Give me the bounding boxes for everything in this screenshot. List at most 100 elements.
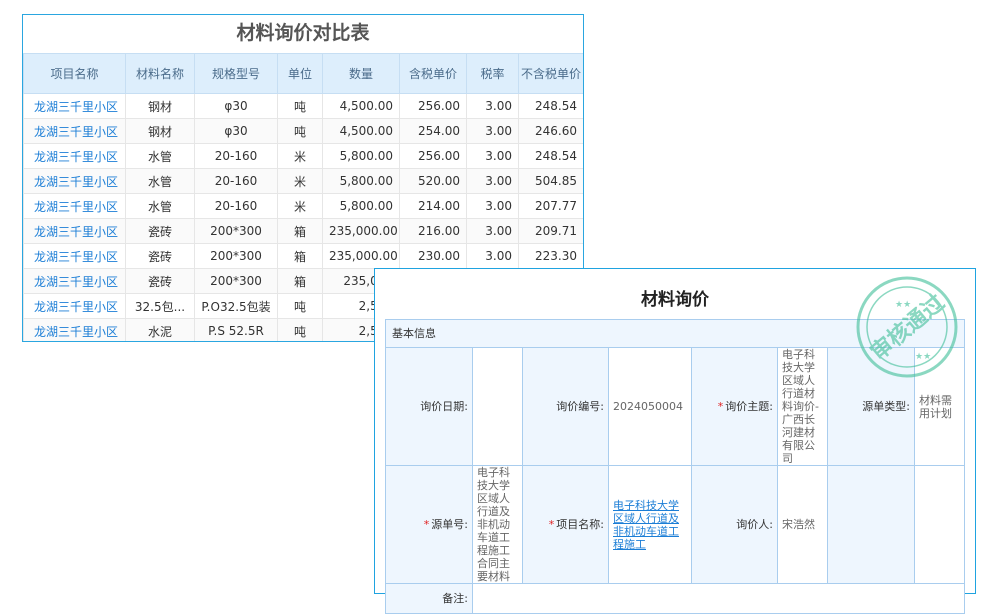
table-cell: 箱: [277, 243, 323, 269]
table-cell: 256.00: [399, 143, 467, 169]
source-type-label: 源单类型:: [827, 347, 915, 466]
table-cell: 瓷砖: [125, 218, 195, 244]
inquiry-no-value: 2024050004: [608, 347, 692, 466]
table-cell: 20-160: [194, 168, 278, 194]
remark-value: [472, 583, 965, 614]
project-link[interactable]: 龙湖三千里小区: [23, 268, 126, 294]
table-cell: 吨: [277, 318, 323, 341]
table-cell: 5,800.00: [322, 168, 400, 194]
required-mark: *: [423, 518, 430, 531]
table-cell: 瓷砖: [125, 268, 195, 294]
table-cell: 214.00: [399, 193, 467, 219]
column-header: 税率: [466, 53, 519, 94]
table-cell: 3.00: [466, 118, 519, 144]
table-cell: 504.85: [518, 168, 583, 194]
table-cell: 3.00: [466, 143, 519, 169]
table-cell: 3.00: [466, 243, 519, 269]
comparison-table-panel: 材料询价对比表 项目名称 材料名称 规格型号 单位 数量 含税单价 税率 不含税单价 龙湖三千…: [22, 14, 584, 342]
source-no-label-cell: * 源单号:: [385, 465, 473, 584]
table-cell: 20-160: [194, 193, 278, 219]
table-cell: 3.00: [466, 218, 519, 244]
project-link[interactable]: 龙湖三千里小区: [23, 143, 126, 169]
project-value-cell: 电子科技大学区域人行道及非机动车道工程施工: [608, 465, 692, 584]
table-cell: 200*300: [194, 243, 278, 269]
subject-value: 电子科技大学区域人行道材料询价-广西长河建材有限公司: [777, 347, 828, 466]
table-cell: 5,800.00: [322, 143, 400, 169]
table-cell: 32.5包...: [125, 293, 195, 319]
table-cell: 216.00: [399, 218, 467, 244]
table-cell: 230.00: [399, 243, 467, 269]
project-link[interactable]: 龙湖三千里小区: [23, 93, 126, 119]
table-cell: 256.00: [399, 93, 467, 119]
table-row: 龙湖三千里小区 水管 20-160 米 5,800.00 520.00 3.00 504.85: [23, 168, 583, 194]
project-link[interactable]: 龙湖三千里小区: [23, 243, 126, 269]
table-cell: 3.00: [466, 93, 519, 119]
table-cell: 米: [277, 143, 323, 169]
inquiry-no-label: 询价编号:: [522, 347, 609, 466]
table-cell: 4,500.00: [322, 118, 400, 144]
inquirer-label: 询价人:: [691, 465, 778, 584]
table-cell: 水管: [125, 143, 195, 169]
table-cell: P.S 52.5R: [194, 318, 278, 341]
project-label-cell: * 项目名称:: [522, 465, 609, 584]
table-cell: 瓷砖: [125, 243, 195, 269]
table-row: 龙湖三千里小区 水管 20-160 米 5,800.00 256.00 3.00 248.54: [23, 143, 583, 169]
table-cell: 吨: [277, 293, 323, 319]
column-header: 含税单价: [399, 53, 467, 94]
table-cell: 箱: [277, 218, 323, 244]
column-header: 数量: [322, 53, 400, 94]
table-cell: 235,000.00: [322, 243, 400, 269]
inquiry-panel: 材料询价 基本信息 询价日期: 询价编号: 2024050004 * 询价主题: …: [374, 268, 976, 614]
table-row: 龙湖三千里小区 钢材 φ30 吨 4,500.00 256.00 3.00 248.54: [23, 93, 583, 119]
empty-cell: [827, 465, 915, 584]
table-cell: 吨: [277, 93, 323, 119]
table-cell: φ30: [194, 118, 278, 144]
source-type-value: 材料需用计划: [914, 347, 965, 466]
table-cell: 水管: [125, 168, 195, 194]
table-cell: 吨: [277, 118, 323, 144]
table-cell: 246.60: [518, 118, 583, 144]
table-cell: 米: [277, 193, 323, 219]
table-cell: 水管: [125, 193, 195, 219]
table-row: 龙湖三千里小区 钢材 φ30 吨 4,500.00 254.00 3.00 246.60: [23, 118, 583, 144]
table-cell: 520.00: [399, 168, 467, 194]
table-cell: 223.30: [518, 243, 583, 269]
column-header: 项目名称: [23, 53, 126, 94]
comparison-title: 材料询价对比表: [236, 22, 370, 44]
project-link[interactable]: 电子科技大学区域人行道及非机动车道工程施工: [613, 498, 679, 551]
table-cell: φ30: [194, 93, 278, 119]
table-row: 龙湖三千里小区 瓷砖 200*300 箱 235,000.00 230.00 3.00 223…: [23, 243, 583, 269]
table-cell: 4,500.00: [322, 93, 400, 119]
required-mark: *: [548, 518, 555, 531]
source-no-value: 电子科技大学区域人行道及非机动车道工程施工合同主要材料: [472, 465, 523, 584]
table-cell: 3.00: [466, 168, 519, 194]
table-cell: 米: [277, 168, 323, 194]
table-cell: 235,000.00: [322, 218, 400, 244]
table-cell: 248.54: [518, 143, 583, 169]
project-link[interactable]: 龙湖三千里小区: [23, 218, 126, 244]
table-cell: 200*300: [194, 268, 278, 294]
table-cell: P.O32.5包装: [194, 293, 278, 319]
date-label: 询价日期:: [385, 347, 473, 466]
column-header: 不含税单价: [518, 53, 583, 94]
project-link[interactable]: 龙湖三千里小区: [23, 118, 126, 144]
table-cell: 200*300: [194, 218, 278, 244]
project-link[interactable]: 龙湖三千里小区: [23, 193, 126, 219]
remark-label: 备注:: [385, 583, 473, 614]
table-cell: 254.00: [399, 118, 467, 144]
inquiry-form: 基本信息 询价日期: 询价编号: 2024050004 * 询价主题: 电子科技大…: [385, 319, 965, 614]
table-row: 龙湖三千里小区 水管 20-160 米 5,800.00 214.00 3.00 207.77: [23, 193, 583, 219]
table-row: 龙湖三千里小区 瓷砖 200*300 箱 235,000.00 216.00 3.00 209…: [23, 218, 583, 244]
table-cell: 钢材: [125, 118, 195, 144]
project-link[interactable]: 龙湖三千里小区: [23, 168, 126, 194]
column-header: 材料名称: [125, 53, 195, 94]
inquirer-value: 宋浩然: [777, 465, 828, 584]
inquiry-title: 材料询价: [641, 290, 709, 310]
table-cell: 207.77: [518, 193, 583, 219]
table-cell: 水泥: [125, 318, 195, 341]
table-cell: 248.54: [518, 93, 583, 119]
column-header: 规格型号: [194, 53, 278, 94]
project-link[interactable]: 龙湖三千里小区: [23, 293, 126, 319]
project-link[interactable]: 龙湖三千里小区: [23, 318, 126, 341]
table-cell: 209.71: [518, 218, 583, 244]
